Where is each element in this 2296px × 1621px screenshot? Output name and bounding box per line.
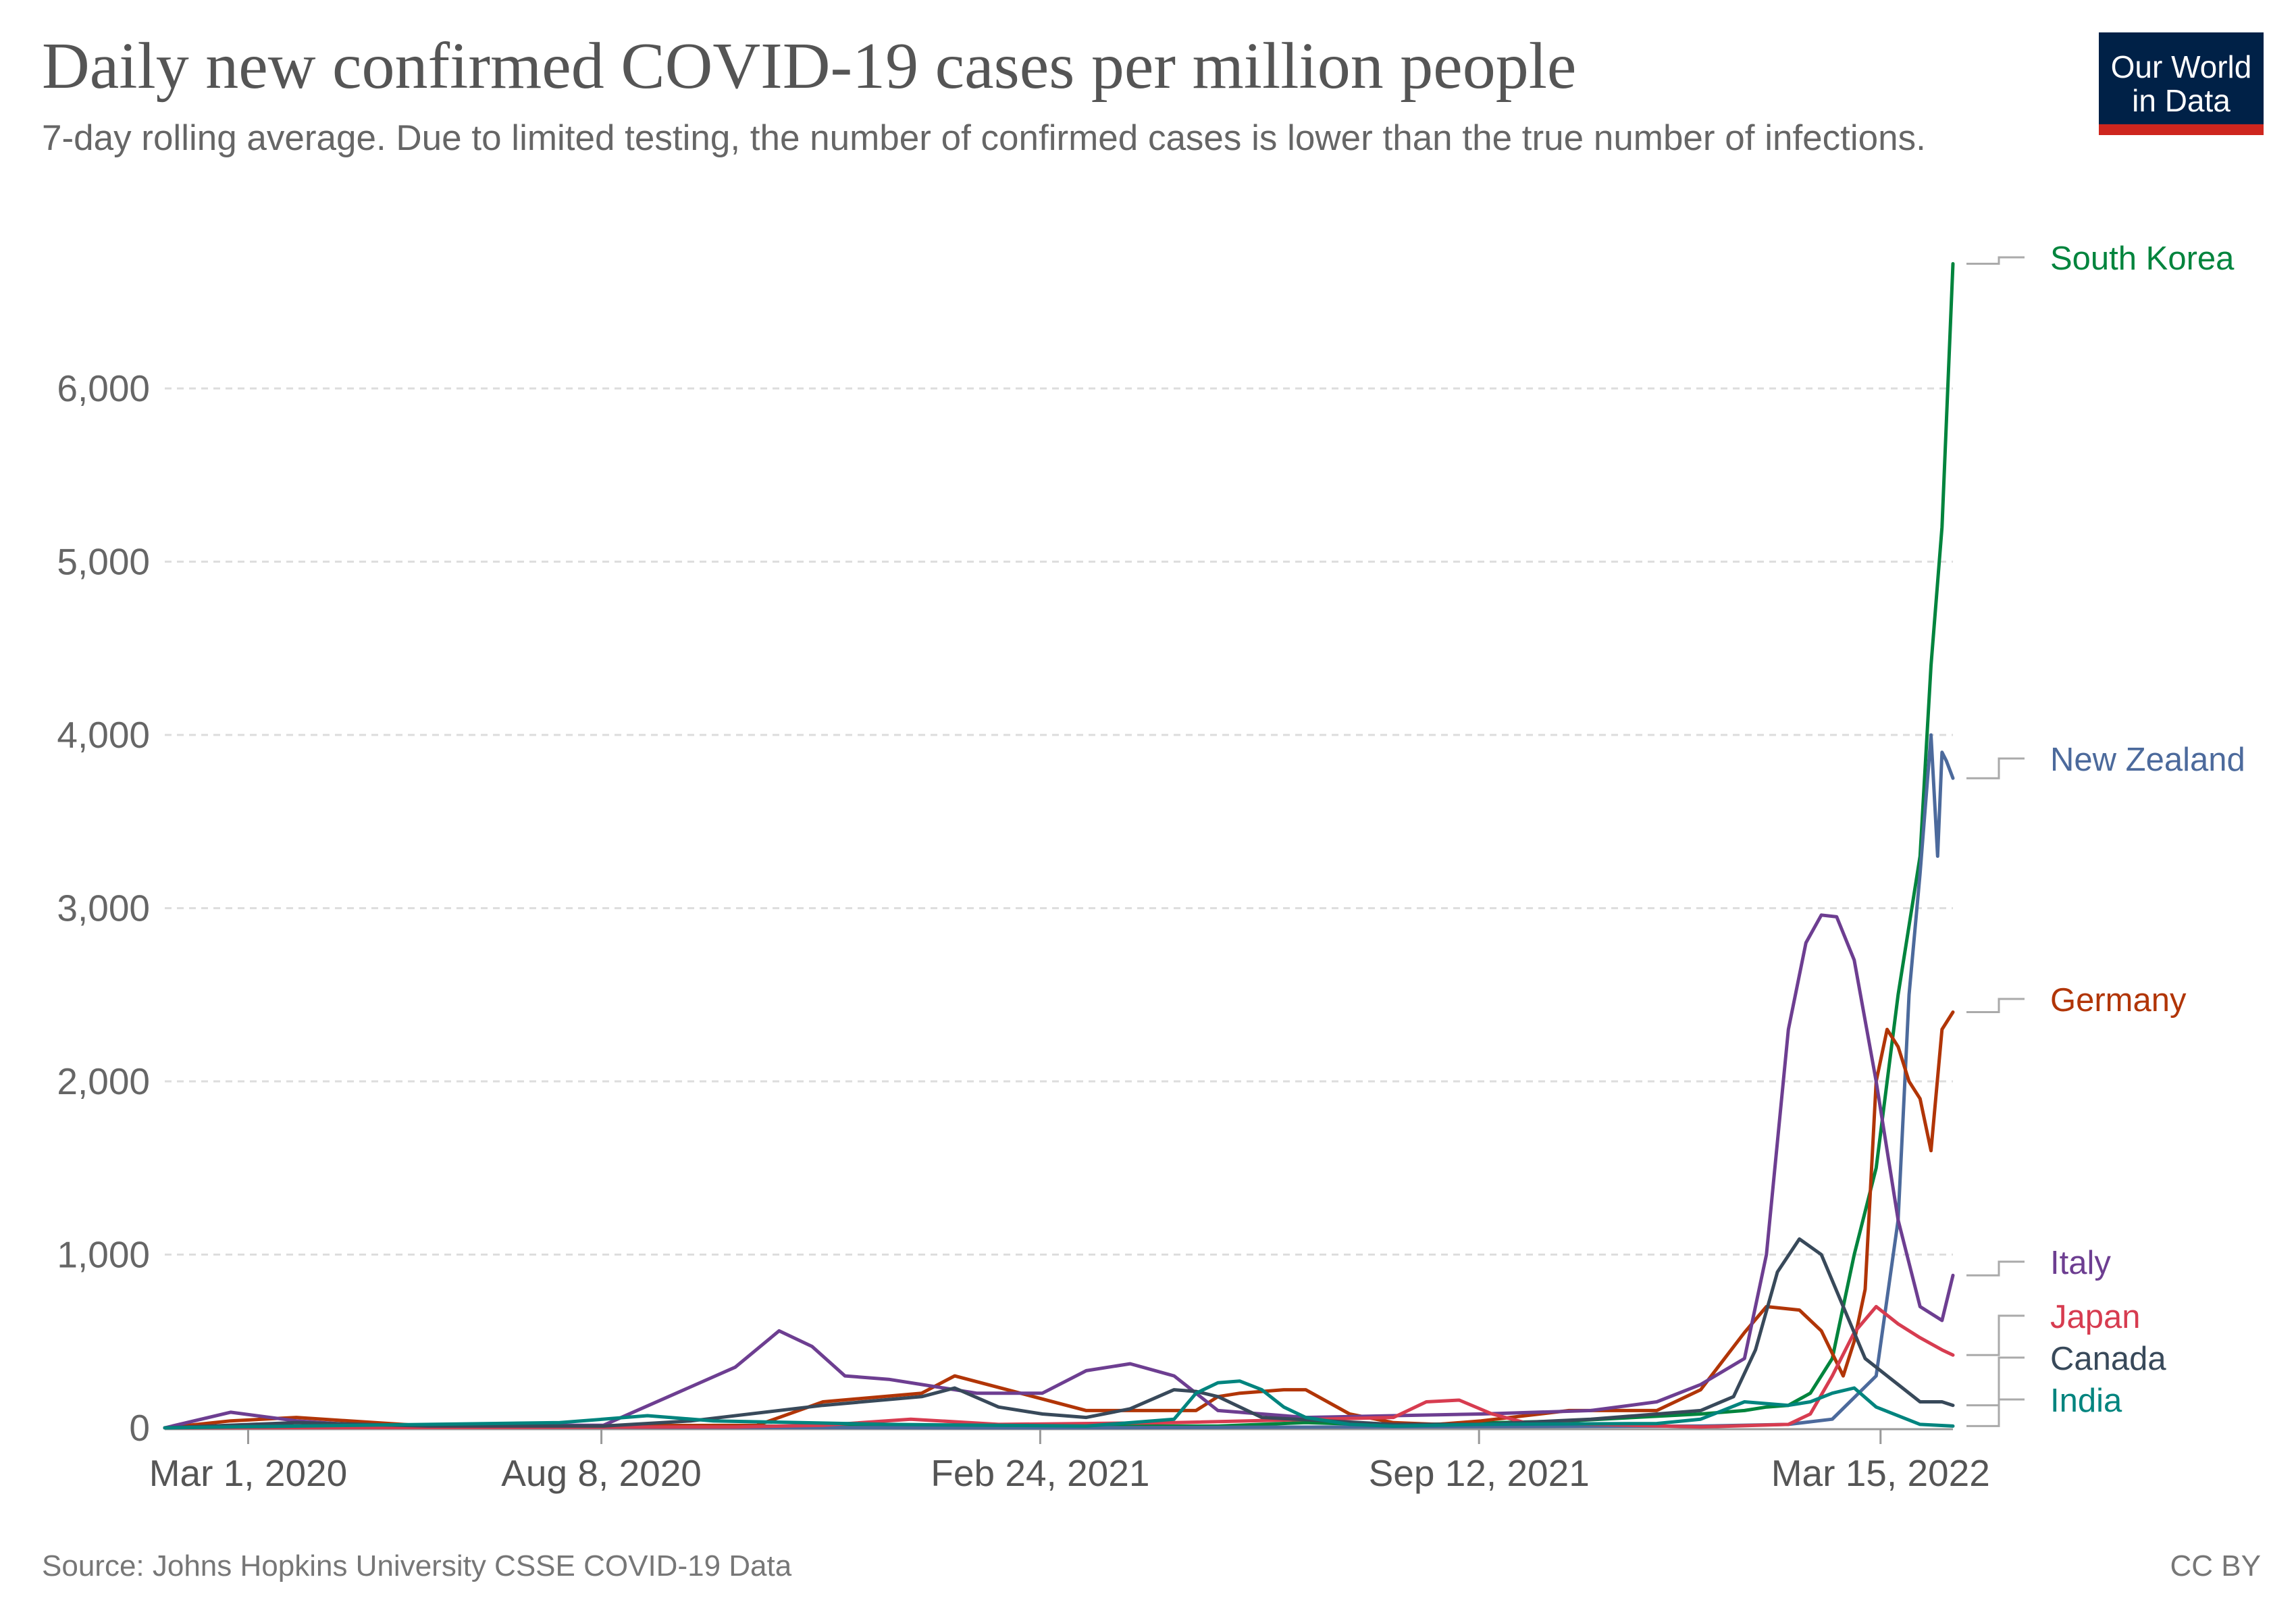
legend-label-canada[interactable]: Canada <box>2050 1341 2166 1377</box>
x-tick-label: Aug 8, 2020 <box>501 1452 702 1494</box>
series-line-japan[interactable] <box>163 1305 1955 1430</box>
y-axis-ticks: 0 1,000 2,000 3,000 4,000 5,000 6,000 <box>57 367 150 1449</box>
y-tick-label: 6,000 <box>57 367 150 409</box>
legend-connector <box>1966 757 2025 779</box>
x-tick-label: Mar 15, 2022 <box>1771 1452 1990 1494</box>
y-tick-label: 1,000 <box>57 1234 150 1276</box>
y-tick-label: 3,000 <box>57 887 150 929</box>
legend-connector <box>1966 1398 2025 1427</box>
logo-accent-bar <box>2099 124 2264 135</box>
chart-title: Daily new confirmed COVID-19 cases per m… <box>42 30 1577 103</box>
legend-label-japan[interactable]: Japan <box>2050 1299 2141 1335</box>
logo-line-1: Our World <box>2110 49 2252 84</box>
y-tick-label: 4,000 <box>57 714 150 756</box>
x-axis: Mar 1, 2020 Aug 8, 2020 Feb 24, 2021 Sep 12… <box>149 1428 1990 1494</box>
legend-connector <box>1966 1356 2025 1407</box>
source-note[interactable]: Source: Johns Hopkins University CSSE CO… <box>42 1549 792 1583</box>
owid-logo[interactable]: Our World in Data <box>2099 32 2264 135</box>
series-lines <box>163 262 1955 1430</box>
series-line-germany[interactable] <box>163 1010 1955 1430</box>
chart-subtitle: 7-day rolling average. Due to limited te… <box>42 118 1926 158</box>
series-line-canada[interactable] <box>163 1237 1955 1430</box>
series-line-south-korea[interactable] <box>163 262 1955 1430</box>
x-tick-label: Sep 12, 2021 <box>1369 1452 1590 1494</box>
y-tick-label: 0 <box>129 1407 150 1449</box>
y-tick-label: 5,000 <box>57 541 150 583</box>
x-tick-label: Mar 1, 2020 <box>149 1452 348 1494</box>
legend-connector <box>1966 256 2025 265</box>
legend-label-italy[interactable]: Italy <box>2050 1245 2111 1281</box>
legend-label-south-korea[interactable]: South Korea <box>2050 240 2235 277</box>
x-tick-label: Feb 24, 2021 <box>931 1452 1149 1494</box>
legend-label-germany[interactable]: Germany <box>2050 982 2187 1019</box>
legend: South Korea New Zealand Germany Italy Japan C… <box>1966 240 2245 1427</box>
legend-connector <box>1966 1314 2025 1356</box>
series-line-india[interactable] <box>163 1379 1955 1430</box>
legend-label-india[interactable]: India <box>2050 1383 2122 1419</box>
legend-connector <box>1966 998 2025 1013</box>
y-tick-label: 2,000 <box>57 1060 150 1102</box>
license-link[interactable]: CC BY <box>2170 1549 2261 1583</box>
legend-connector <box>1966 1260 2025 1277</box>
logo-line-2: in Data <box>2132 83 2230 118</box>
series-line-italy[interactable] <box>163 913 1955 1430</box>
legend-label-new-zealand[interactable]: New Zealand <box>2050 742 2245 778</box>
grid-lines <box>165 387 1953 1256</box>
